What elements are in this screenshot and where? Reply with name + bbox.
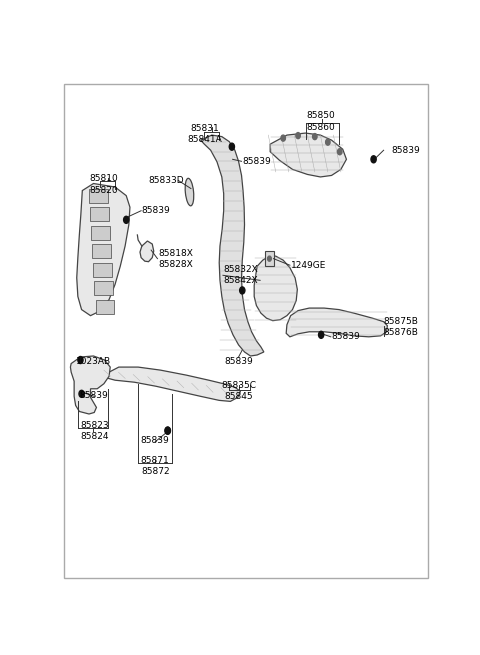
- Text: 85835C
85845: 85835C 85845: [221, 381, 256, 402]
- Text: 85823
85824: 85823 85824: [80, 421, 108, 441]
- FancyBboxPatch shape: [90, 207, 108, 221]
- Circle shape: [124, 216, 129, 223]
- Polygon shape: [77, 183, 130, 316]
- Circle shape: [267, 256, 271, 261]
- Text: 85839: 85839: [80, 391, 108, 400]
- Circle shape: [371, 156, 376, 163]
- Polygon shape: [140, 241, 154, 262]
- FancyBboxPatch shape: [91, 225, 110, 240]
- Text: 1249GE: 1249GE: [290, 261, 326, 270]
- Text: 1023AB: 1023AB: [76, 356, 111, 365]
- Circle shape: [78, 356, 83, 364]
- Text: 85871
85872: 85871 85872: [141, 456, 169, 476]
- Circle shape: [79, 390, 84, 398]
- Circle shape: [165, 427, 170, 434]
- Text: 85839: 85839: [242, 157, 271, 166]
- Text: 85839: 85839: [141, 436, 169, 445]
- Ellipse shape: [185, 178, 194, 206]
- Polygon shape: [286, 308, 387, 337]
- Polygon shape: [270, 133, 347, 177]
- FancyBboxPatch shape: [94, 263, 112, 276]
- Text: 85831
85841A: 85831 85841A: [188, 124, 222, 144]
- Text: 85839: 85839: [224, 356, 253, 365]
- Circle shape: [281, 135, 286, 141]
- FancyBboxPatch shape: [95, 281, 113, 295]
- Polygon shape: [71, 356, 110, 414]
- Polygon shape: [201, 135, 264, 356]
- Text: 85810
85820: 85810 85820: [90, 174, 118, 195]
- Circle shape: [229, 143, 234, 150]
- Text: 85839: 85839: [391, 145, 420, 155]
- Polygon shape: [99, 367, 240, 402]
- Polygon shape: [254, 256, 297, 321]
- Text: 85850
85860: 85850 85860: [306, 111, 335, 132]
- Circle shape: [325, 139, 330, 145]
- FancyBboxPatch shape: [96, 299, 114, 314]
- Circle shape: [240, 287, 245, 294]
- Text: 85839: 85839: [141, 206, 170, 215]
- Circle shape: [296, 132, 300, 139]
- FancyBboxPatch shape: [89, 189, 108, 202]
- Text: 85833D: 85833D: [148, 176, 184, 185]
- Circle shape: [319, 331, 324, 339]
- Text: 85832X
85842X: 85832X 85842X: [224, 265, 258, 286]
- FancyBboxPatch shape: [92, 244, 111, 258]
- Bar: [265, 251, 274, 266]
- Text: 85875B
85876B: 85875B 85876B: [384, 316, 419, 337]
- Circle shape: [165, 427, 170, 434]
- Text: 85839: 85839: [332, 332, 360, 341]
- Circle shape: [312, 134, 317, 140]
- Circle shape: [337, 149, 342, 155]
- Text: 85818X
85828X: 85818X 85828X: [158, 249, 193, 269]
